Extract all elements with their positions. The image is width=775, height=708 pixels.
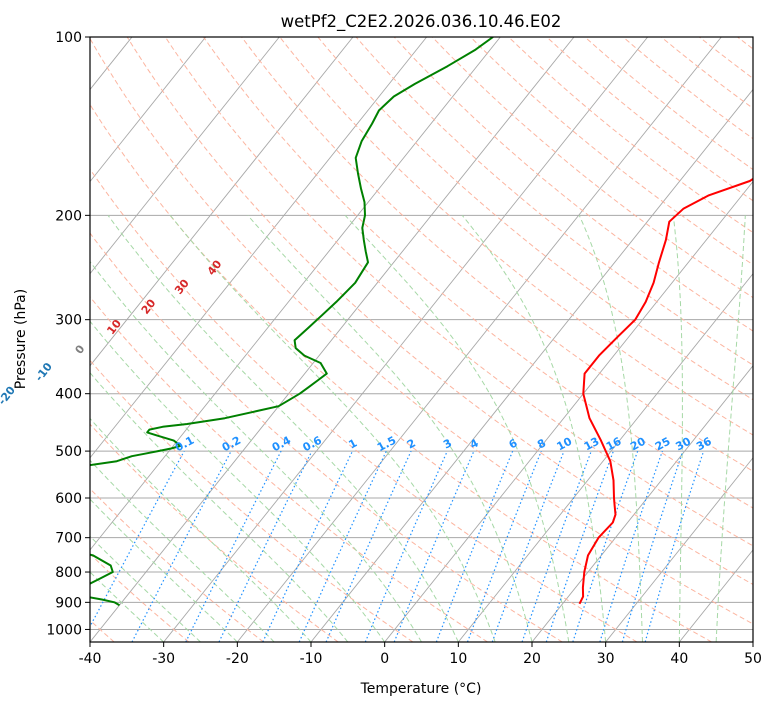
y-tick-label: 300 [55, 313, 82, 329]
dewpoint-profile-line [90, 37, 494, 607]
background-lines [90, 37, 753, 642]
dry-adiabat-line [90, 232, 563, 642]
mixing-ratio-line [545, 450, 614, 642]
mixing-ratio-line [621, 450, 684, 642]
y-tick-label: 100 [55, 30, 82, 46]
dry-adiabat-line [164, 37, 753, 547]
isotherm-line [531, 365, 753, 642]
mixing-ratio-label: 16 [604, 435, 624, 454]
y-tick-label: 600 [55, 491, 82, 507]
isotherm-line [236, 37, 722, 642]
moist-adiabat-line [90, 417, 312, 642]
moist-adiabat-line [90, 498, 238, 642]
x-tick-label: 20 [523, 651, 541, 667]
x-tick-label: -10 [300, 651, 323, 667]
x-tick-label: 40 [670, 651, 688, 667]
mixing-ratio-line [298, 450, 387, 642]
mixing-ratio-line [572, 450, 639, 642]
isotherm-line [90, 37, 428, 459]
profile-lines [90, 37, 753, 607]
moist-adiabat-line [715, 215, 746, 642]
x-axis-title: Temperature (°C) [360, 681, 482, 697]
x-tick-label: 50 [744, 651, 762, 667]
isotherm-line [163, 37, 649, 642]
isotherm-line [90, 37, 354, 367]
isotherm-line [90, 37, 207, 183]
mixing-ratio-line [364, 450, 448, 642]
moist-adiabat-line [169, 214, 496, 642]
dry-adiabat-line [279, 37, 753, 436]
mixing-ratio-label: 25 [653, 435, 673, 454]
x-axis: -40 -30 -20 -10 0 10 20 30 40 50 [79, 642, 762, 667]
moist-adiabat-line [344, 214, 570, 642]
x-tick-label: 30 [597, 651, 615, 667]
dry-adiabat-line [90, 359, 414, 642]
mixing-ratio-line [599, 450, 663, 642]
y-tick-label: 800 [55, 565, 82, 581]
y-tick-label: 500 [55, 444, 82, 460]
moist-adiabat-line [672, 215, 683, 642]
moist-adiabat-line [90, 320, 386, 642]
dry-adiabat-line [546, 37, 753, 202]
isotherm-line [90, 37, 280, 275]
x-tick-label: 10 [449, 651, 467, 667]
x-tick-label: 0 [380, 651, 389, 667]
dry-adiabat-line [470, 37, 753, 266]
mixing-ratio-line [521, 450, 592, 642]
dry-adiabat-line [317, 37, 753, 401]
dry-adiabat-line [622, 37, 753, 140]
x-tick-label: -30 [152, 651, 175, 667]
mixing-ratio-line [90, 450, 185, 628]
y-tick-label: 1000 [46, 622, 82, 638]
moist-adiabat-line [578, 215, 643, 642]
moist-adiabat-line [247, 214, 533, 642]
y-axis-title: Pressure (hPa) [13, 289, 29, 389]
moist-adiabat-line [107, 215, 459, 642]
y-axis: 100 200 300 400 500 600 700 800 900 1000 [46, 30, 90, 638]
dry-adiabat-line [393, 37, 753, 332]
x-tick-label: -40 [79, 651, 102, 667]
mixing-ratio-line [393, 450, 475, 642]
mixing-ratio-label: 36 [694, 435, 714, 454]
mixing-ratio-label: 10 [555, 435, 575, 454]
dry-adiabat-line [90, 168, 638, 642]
isotherm-line [457, 272, 753, 642]
dry-adiabat-line [90, 37, 753, 625]
temperature-profile-line [578, 177, 753, 605]
mixing-ratio-label: 20 [628, 435, 648, 454]
dry-adiabat-line [90, 295, 488, 642]
dry-adiabat-line [90, 103, 712, 642]
mixing-ratio-line [262, 450, 354, 642]
mixing-ratio-line [325, 450, 412, 642]
dry-adiabat-line [126, 37, 753, 585]
isotherm-line [384, 180, 753, 642]
y-tick-label: 400 [55, 387, 82, 403]
isotherm-line [605, 457, 753, 642]
moist-adiabat-line [90, 260, 422, 642]
y-tick-label: 200 [55, 208, 82, 224]
dry-adiabat-line [203, 37, 753, 509]
dry-adiabat-line [90, 423, 339, 642]
mixing-ratio-line [644, 450, 705, 642]
mixing-ratio-label: 30 [673, 435, 693, 454]
y-tick-label: 900 [55, 595, 82, 611]
mixing-ratio-line [218, 450, 313, 642]
dry-adiabat-line [90, 487, 264, 642]
isotherm-line [90, 37, 501, 551]
x-tick-label: -20 [226, 651, 249, 667]
chart-title: wetPf2_C2E2.2026.036.10.46.E02 [281, 12, 562, 32]
plot-frame [89, 36, 754, 643]
mixing-ratio-label: 13 [582, 435, 602, 454]
y-tick-label: 700 [55, 531, 82, 547]
isotherm-line [310, 88, 753, 642]
